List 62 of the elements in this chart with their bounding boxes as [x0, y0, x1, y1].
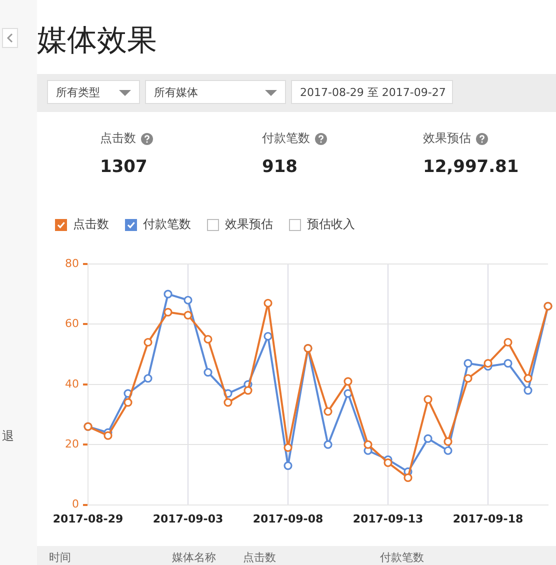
point [184, 296, 192, 304]
text: 12,997.81 [423, 157, 520, 177]
point [144, 338, 152, 347]
point [224, 398, 232, 407]
text: 效果预估 [225, 216, 273, 233]
text: 媒体名称 [172, 550, 216, 565]
y-tick-label: 0 [72, 498, 79, 511]
point [524, 374, 532, 383]
point [344, 377, 352, 386]
point [484, 359, 492, 368]
point [164, 290, 172, 298]
point [424, 395, 432, 404]
text: 退 [2, 428, 14, 445]
text: 预估收入 [307, 216, 355, 233]
text: 付款笔数 [380, 550, 424, 565]
text: 付款笔数 [262, 131, 310, 145]
point [364, 440, 372, 449]
point [324, 407, 332, 416]
x-tick-label: 2017-09-03 [152, 512, 224, 526]
point [264, 332, 272, 341]
legend-label: 点击数 [73, 216, 109, 233]
y-tick-label: 40 [65, 377, 79, 390]
point [504, 359, 512, 368]
x-tick-label: 2017-08-29 [52, 512, 124, 526]
point [244, 386, 252, 395]
point [424, 434, 432, 443]
chart-title: 媒体效果 [37, 22, 157, 60]
point [144, 374, 152, 383]
text: 1307 [100, 157, 148, 177]
x-tick-label: 2017-09-18 [452, 512, 524, 526]
x-tick-label: 2017-09-13 [352, 512, 424, 526]
text: 时间 [49, 550, 71, 565]
text: 所有媒体 [154, 86, 198, 99]
point [464, 374, 472, 383]
point [284, 461, 292, 470]
legend-label: 付款笔数 [143, 216, 191, 233]
point [324, 440, 332, 449]
point [264, 298, 272, 308]
text: 效果预估 [423, 131, 471, 145]
text: 点击数 [243, 550, 276, 565]
text: 2017-08-29 至 2017-09-27 [300, 86, 446, 99]
point [444, 437, 452, 446]
point [284, 443, 292, 452]
x-tick-label: 2017-09-08 [252, 512, 324, 526]
point [204, 368, 212, 377]
point [104, 431, 112, 440]
point [204, 334, 212, 344]
point [464, 359, 472, 368]
point [384, 458, 392, 467]
text: 所有类型 [56, 86, 100, 99]
point [124, 398, 132, 407]
text: 点击数 [100, 131, 136, 145]
point [164, 308, 172, 316]
point [524, 386, 532, 395]
point [444, 446, 452, 455]
point [184, 310, 192, 320]
text: 918 [262, 157, 298, 177]
point [504, 338, 512, 347]
y-tick-label: 80 [65, 256, 79, 270]
point [404, 473, 412, 482]
y-tick-label: 20 [65, 437, 79, 450]
y-tick-label: 60 [65, 317, 79, 330]
